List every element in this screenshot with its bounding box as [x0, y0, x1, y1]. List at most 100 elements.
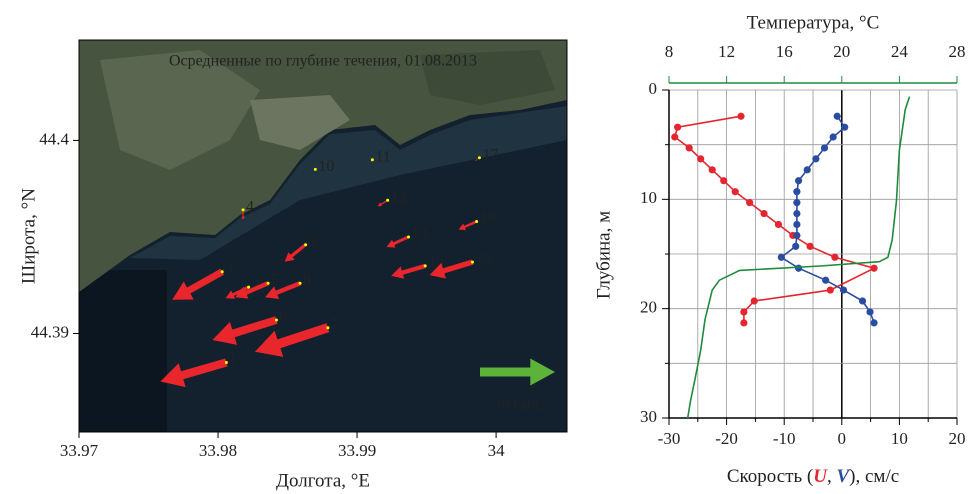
profile-point: [732, 188, 739, 195]
label-part: Скорость (: [727, 466, 813, 487]
station-dot: [299, 282, 302, 285]
profile-point: [841, 124, 848, 131]
profile-point: [793, 199, 800, 206]
station-label: 6: [279, 309, 287, 326]
y-tick-label: 44.39: [31, 322, 69, 341]
profile-point: [840, 286, 847, 293]
profile-point: [740, 308, 747, 315]
x2-tick-label: 12: [718, 42, 735, 61]
profile-point: [686, 144, 693, 151]
profile-point: [795, 265, 802, 272]
profile-point: [740, 319, 747, 326]
x2-tick-label: 28: [949, 42, 966, 61]
figure: Осредненные по глубине течения, 01.08.20…: [0, 0, 974, 494]
profile-point: [807, 243, 814, 250]
x-axis-label: Долгота, °E: [276, 470, 370, 491]
profile-point: [778, 254, 785, 261]
x-tick-label: 10: [891, 429, 908, 448]
x2-tick-label: 8: [665, 42, 674, 61]
x-tick-label: -20: [715, 429, 738, 448]
profile-point: [737, 113, 744, 120]
station-label: 8: [303, 272, 311, 289]
station-dot: [304, 243, 307, 246]
x-axis-label: Скорость (U, V), см/с: [727, 466, 899, 487]
station-dot: [478, 156, 481, 159]
y-axis-label: Глубина, м: [593, 211, 614, 299]
station-dot: [407, 235, 410, 238]
station-label: 11: [375, 148, 390, 165]
station-dot: [247, 286, 250, 289]
profile-point: [793, 232, 800, 239]
profile-point: [720, 177, 727, 184]
profile-point: [751, 297, 758, 304]
y-tick-label: 0: [649, 79, 658, 98]
x2-tick-label: 24: [891, 42, 909, 61]
profile-point: [746, 199, 753, 206]
station-label: 5: [271, 272, 279, 289]
x2-axis-label: Температура, °C: [747, 12, 880, 33]
profile-point: [760, 210, 767, 217]
station-dot: [326, 326, 329, 329]
x2-tick-label: 20: [833, 42, 850, 61]
station-dot: [242, 208, 245, 211]
station-dot: [424, 264, 427, 267]
station-dot: [475, 220, 478, 223]
profile-point: [804, 166, 811, 173]
profile-point: [775, 221, 782, 228]
station-label: 15: [475, 251, 491, 268]
profile-point: [827, 286, 834, 293]
station-dot: [471, 261, 474, 264]
y-tick-label: 10: [640, 188, 657, 207]
profile-point: [793, 188, 800, 195]
station-label: 3: [225, 260, 233, 277]
profile-point: [859, 297, 866, 304]
y-tick-label: 20: [640, 298, 657, 317]
profile-point: [831, 254, 838, 261]
label-part: ,: [827, 466, 837, 487]
station-label: 9: [309, 233, 317, 250]
station-label: 13: [412, 226, 428, 243]
x-tick-label: -30: [658, 429, 681, 448]
profile-point: [709, 166, 716, 173]
scale-label: 30 см/с: [493, 397, 542, 414]
profile-point: [870, 319, 877, 326]
x-tick-label: 0: [838, 429, 847, 448]
station-label: 17: [482, 146, 498, 163]
x-tick-label: 33.99: [338, 441, 376, 460]
profile-point: [793, 221, 800, 228]
station-dot: [275, 319, 278, 322]
station-label: 10: [318, 158, 334, 175]
profile-point: [795, 177, 802, 184]
map-title: Осредненные по глубине течения, 01.08.20…: [169, 53, 477, 70]
profile-point: [830, 133, 837, 140]
station-dot: [267, 282, 270, 285]
label-part: ), см/с: [849, 466, 899, 487]
profile-point: [697, 155, 704, 162]
profile-point: [866, 308, 873, 315]
y-axis-label: Широта, °N: [18, 188, 39, 284]
y-tick-label: 44.4: [39, 129, 69, 148]
x-tick-label: 20: [949, 429, 966, 448]
x-tick-label: -10: [773, 429, 796, 448]
profile-point: [671, 133, 678, 140]
station-dot: [225, 361, 228, 364]
station-label: 12: [391, 189, 407, 206]
station-label: 16: [480, 210, 496, 227]
station-dot: [386, 199, 389, 202]
profile-point: [870, 265, 877, 272]
station-label: 1: [229, 351, 237, 368]
profile-point: [812, 155, 819, 162]
profile-point: [674, 124, 681, 131]
profile-point: [834, 113, 841, 120]
y-tick-label: 30: [640, 407, 657, 426]
x-tick-label: 34: [488, 441, 506, 460]
station-dot: [371, 158, 374, 161]
station-label: 7: [331, 316, 339, 333]
profile-point: [821, 144, 828, 151]
station-label: 4: [246, 199, 254, 216]
station-dot: [221, 270, 224, 273]
x-tick-label: 33.97: [60, 441, 99, 460]
profile-point: [793, 210, 800, 217]
profile-point: [792, 243, 799, 250]
profile-point: [822, 277, 829, 284]
